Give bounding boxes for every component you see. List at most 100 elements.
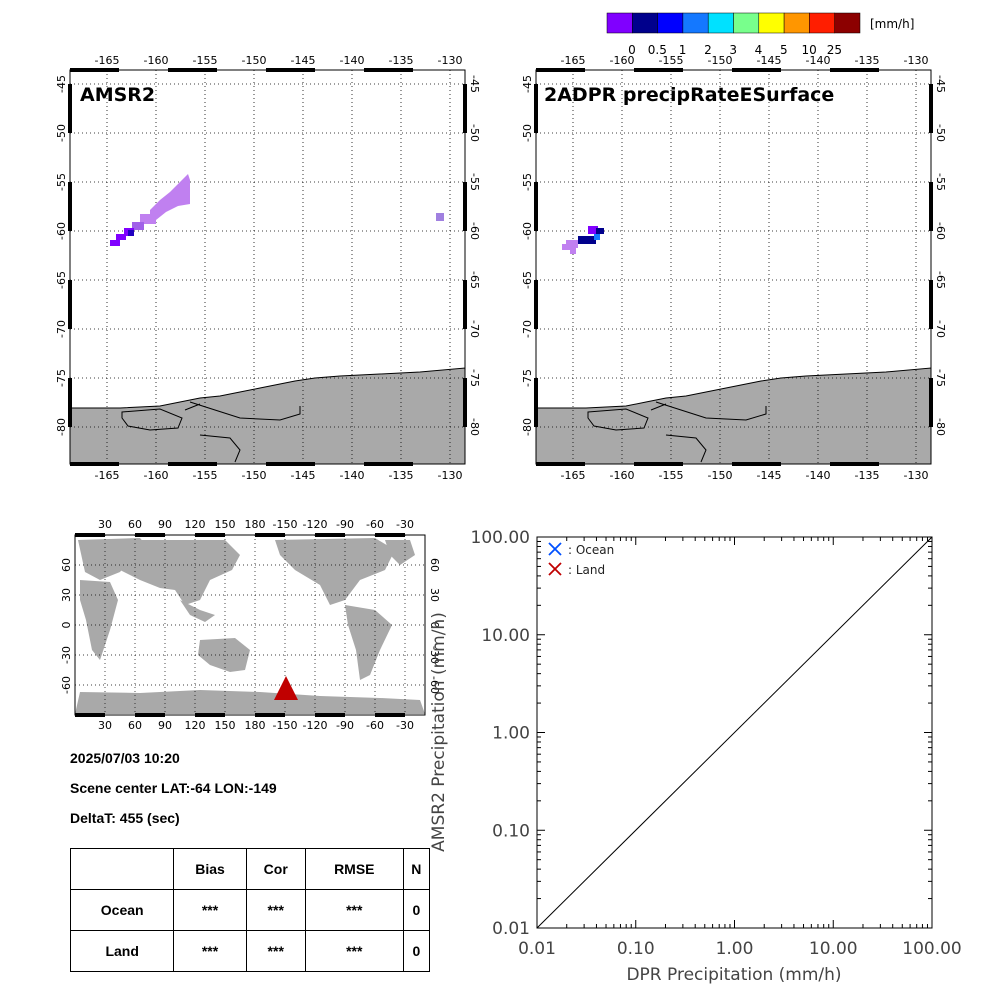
lat-tick-label-left: -50: [521, 124, 534, 142]
lat-tick-label-left: -55: [55, 173, 68, 191]
lat-tick-label-right: -45: [934, 75, 947, 93]
bias-value: ***: [173, 889, 247, 931]
scene-center: Scene center LAT:-64 LON:-149: [70, 780, 277, 796]
globe-lon-tick-top: 30: [98, 518, 112, 531]
globe-lon-tick-top: -150: [273, 518, 298, 531]
legend-marker: [548, 562, 562, 576]
dpr-panel-label: 2ADPR precipRateESurface: [544, 84, 834, 106]
colorbar-tick-label: 1: [679, 43, 687, 57]
lon-tick-label-bottom: -150: [242, 469, 267, 482]
colorbar-unit: [mm/h]: [870, 17, 914, 31]
lon-tick-label-bottom: -140: [340, 469, 365, 482]
globe-lon-tick-top: -60: [366, 518, 384, 531]
bias-value: ***: [173, 930, 247, 972]
delta-time: DeltaT: 455 (sec): [70, 810, 180, 826]
lat-tick-label-left: -45: [521, 75, 534, 93]
colorbar-tick-label: 4: [755, 43, 763, 57]
globe-lon-tick-bottom: -150: [273, 719, 298, 732]
lon-tick-label-bottom: -140: [806, 469, 831, 482]
globe-lat-tick-right: -30: [428, 646, 441, 664]
header-cell: RMSE: [304, 848, 404, 890]
stats-row-land: Land *** *** *** 0: [69, 930, 431, 972]
lat-tick-label-right: -50: [934, 124, 947, 142]
lon-tick-label-bottom: -130: [904, 469, 929, 482]
n-value: 0: [402, 889, 431, 931]
colorbar-tick-label: 3: [729, 43, 737, 57]
ice-shelf-outline: [121, 401, 301, 463]
lon-tick-label-bottom: -160: [144, 469, 169, 482]
globe-lon-tick-top: -120: [303, 518, 328, 531]
globe-lon-tick-top: 120: [185, 518, 206, 531]
globe-lon-tick-bottom: 150: [215, 719, 236, 732]
x-tick-label: 1.00: [716, 939, 754, 959]
x-tick-label: 100.00: [902, 939, 961, 959]
colorbar-swatch: [834, 12, 861, 34]
lat-tick-label-left: -60: [521, 222, 534, 240]
lat-tick-label-left: -50: [55, 124, 68, 142]
lat-tick-label-right: -60: [934, 222, 947, 240]
lon-tick-label-top: -155: [193, 54, 218, 67]
legend-label: : Land: [568, 563, 605, 577]
lat-tick-label-right: -55: [468, 173, 481, 191]
lat-tick-label-right: -65: [934, 271, 947, 289]
globe-lon-tick-bottom: -120: [303, 719, 328, 732]
legend-label: : Ocean: [568, 543, 614, 557]
globe-lon-tick-bottom: 60: [128, 719, 142, 732]
lat-tick-label-right: -45: [468, 75, 481, 93]
lon-tick-label-bottom: -155: [193, 469, 218, 482]
lon-tick-label-top: -165: [561, 54, 586, 67]
lat-tick-label-right: -80: [468, 418, 481, 436]
dpr-map: -165 -165 -160 -160 -155 -155 -150 -150 -145 -145…: [521, 54, 947, 482]
globe-lat-tick-left: -60: [60, 676, 73, 694]
x-tick-label: 0.01: [518, 939, 556, 959]
globe-lon-tick-bottom: 120: [185, 719, 206, 732]
colorbar-tick-label: 25: [827, 43, 842, 57]
lon-tick-label-top: -130: [438, 54, 463, 67]
lon-tick-label-top: -160: [144, 54, 169, 67]
amsr2-map: -165 -165 -160 -160 -155 -155 -150 -150 -145 -145…: [55, 54, 481, 482]
lon-tick-label-top: -135: [855, 54, 880, 67]
x-tick-label: 0.10: [617, 939, 655, 959]
globe-lat-tick-right: 30: [428, 588, 441, 602]
globe-lat-tick-left: 60: [60, 558, 73, 572]
amsr2-panel-label: AMSR2: [80, 84, 155, 106]
stats-header-row: Bias Cor RMSE N: [69, 848, 431, 890]
y-tick-label: 100.00: [471, 528, 530, 548]
globe-lon-tick-top: 150: [215, 518, 236, 531]
globe-lon-tick-bottom: 30: [98, 719, 112, 732]
lat-tick-label-right: -55: [934, 173, 947, 191]
colorbar-tick-label: 5: [780, 43, 788, 57]
lon-tick-label-bottom: -130: [438, 469, 463, 482]
header-cell: Bias: [173, 848, 247, 890]
globe-lat-tick-left: -30: [60, 646, 73, 664]
colorbar-tick-label: 10: [801, 43, 816, 57]
colorbar: 0 0.5 1 2 3 4 5 10 25 [mm/h]: [606, 12, 914, 57]
y-tick-label: 0.01: [492, 919, 530, 939]
lon-tick-label-top: -130: [904, 54, 929, 67]
lat-tick-label-left: -70: [521, 320, 534, 338]
globe-lat-tick-left: 30: [60, 588, 73, 602]
lon-tick-label-bottom: -135: [389, 469, 414, 482]
y-tick-label: 10.00: [481, 626, 530, 646]
globe-lon-tick-top: -90: [336, 518, 354, 531]
lat-tick-label-right: -75: [934, 369, 947, 387]
globe-lon-tick-top: 90: [158, 518, 172, 531]
world-landmasses: [75, 538, 425, 714]
lat-tick-label-right: -70: [468, 320, 481, 338]
globe-lon-tick-bottom: -60: [366, 719, 384, 732]
cor-value: ***: [245, 930, 306, 972]
globe-lat-tick-right: -60: [428, 676, 441, 694]
lon-tick-label-top: -140: [340, 54, 365, 67]
globe-lon-tick-bottom: 180: [245, 719, 266, 732]
globe-lon-tick-top: 180: [245, 518, 266, 531]
lon-tick-label-bottom: -150: [708, 469, 733, 482]
lon-tick-label-bottom: -160: [610, 469, 635, 482]
globe-lon-tick-bottom: 90: [158, 719, 172, 732]
lat-tick-label-left: -65: [521, 271, 534, 289]
lat-tick-label-right: -65: [468, 271, 481, 289]
antarctica-coast: [69, 367, 466, 465]
lon-tick-label-bottom: -155: [659, 469, 684, 482]
scene-datetime: 2025/07/03 10:20: [70, 750, 180, 766]
lon-tick-label-bottom: -165: [95, 469, 120, 482]
x-tick-label: 10.00: [809, 939, 858, 959]
